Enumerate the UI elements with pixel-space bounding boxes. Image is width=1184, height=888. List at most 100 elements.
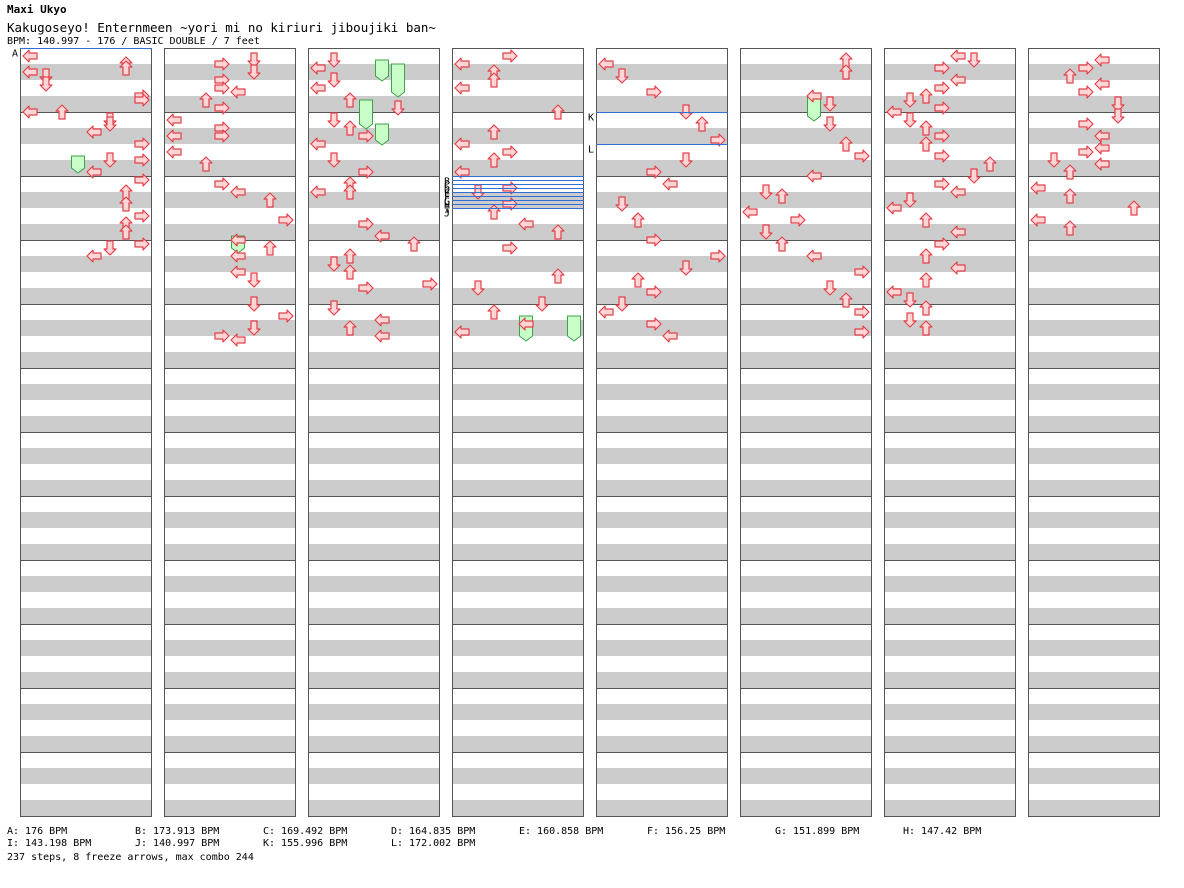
bpm-note-g: G: 151.899 BPM — [775, 826, 860, 837]
stripe-row — [1028, 480, 1160, 496]
step-arrow-r — [646, 285, 662, 299]
chart-column — [1028, 48, 1160, 817]
stripe-row — [308, 256, 440, 272]
step-arrow-u — [919, 272, 933, 288]
step-arrow-d — [327, 256, 341, 272]
freeze-arrow — [807, 95, 821, 122]
stripe-row — [740, 128, 872, 144]
stripe-row — [884, 416, 1016, 432]
step-arrow-l — [22, 49, 38, 63]
step-arrow-d — [327, 152, 341, 168]
step-arrow-d — [967, 168, 981, 184]
stripe-row — [20, 640, 152, 656]
step-arrow-u — [775, 188, 789, 204]
step-arrow-l — [454, 325, 470, 339]
step-arrow-r — [854, 149, 870, 163]
step-arrow-l — [454, 137, 470, 151]
stripe-row — [740, 480, 872, 496]
stripe-row — [452, 512, 584, 528]
step-arrow-r — [214, 329, 230, 343]
stripe-row — [740, 576, 872, 592]
step-arrow-r — [214, 101, 230, 115]
step-arrow-u — [1127, 200, 1141, 216]
step-arrow-u — [487, 304, 501, 320]
step-arrow-d — [247, 320, 261, 336]
stripe-row — [308, 416, 440, 432]
stripe-row — [452, 768, 584, 784]
freeze-arrow — [519, 315, 533, 342]
step-arrow-r — [1078, 145, 1094, 159]
bpm-change-label: K — [588, 113, 594, 124]
freeze-arrow — [71, 155, 85, 174]
step-arrow-l — [230, 233, 246, 247]
stripe-row — [740, 672, 872, 688]
step-arrow-l — [1094, 141, 1110, 155]
stripe-row — [20, 736, 152, 752]
step-arrow-u — [919, 300, 933, 316]
step-arrow-l — [374, 313, 390, 327]
stripe-row — [452, 256, 584, 272]
step-arrow-l — [454, 81, 470, 95]
stripe-row — [740, 544, 872, 560]
step-arrow-u — [919, 88, 933, 104]
stripe-row — [884, 576, 1016, 592]
stripe-row — [452, 800, 584, 816]
stripe-row — [1028, 128, 1160, 144]
stripe-row — [1028, 96, 1160, 112]
stripe-row — [1028, 64, 1160, 80]
stripe-row — [308, 64, 440, 80]
step-arrow-u — [695, 116, 709, 132]
stripe-row — [164, 160, 296, 176]
stripe-row — [20, 704, 152, 720]
chart-column — [164, 48, 296, 817]
step-arrow-r — [422, 277, 438, 291]
stripe-row — [164, 704, 296, 720]
stripe-row — [308, 96, 440, 112]
chart-column — [452, 48, 584, 817]
step-arrow-l — [230, 185, 246, 199]
step-arrow-r — [134, 209, 150, 223]
bpm-change-label: D — [444, 185, 450, 196]
step-arrow-u — [919, 248, 933, 264]
stripe-row — [884, 64, 1016, 80]
stripe-row — [884, 608, 1016, 624]
step-arrow-l — [950, 261, 966, 275]
step-arrow-r — [646, 85, 662, 99]
step-arrow-u — [343, 320, 357, 336]
step-arrow-d — [103, 116, 117, 132]
step-arrow-u — [919, 136, 933, 152]
step-arrow-l — [598, 57, 614, 71]
stripe-row — [884, 96, 1016, 112]
stripe-row — [164, 480, 296, 496]
step-arrow-d — [103, 240, 117, 256]
stripe-row — [20, 608, 152, 624]
stripe-row — [596, 96, 728, 112]
step-arrow-r — [1078, 117, 1094, 131]
step-arrow-u — [119, 60, 133, 76]
stripe-row — [740, 288, 872, 304]
step-arrow-u — [119, 196, 133, 212]
stripe-row — [1028, 576, 1160, 592]
stripe-row — [884, 800, 1016, 816]
stripe-row — [740, 256, 872, 272]
step-arrow-l — [742, 205, 758, 219]
step-arrow-r — [134, 237, 150, 251]
chart-column — [884, 48, 1016, 817]
bpm-note-c: C: 169.492 BPM — [263, 826, 348, 837]
bpm-change-label: E — [444, 189, 450, 200]
chart-meta: BPM: 140.997 - 176 / BASIC DOUBLE / 7 fe… — [7, 36, 260, 47]
stripe-row — [596, 672, 728, 688]
stripe-row — [164, 736, 296, 752]
step-arrow-d — [1047, 152, 1061, 168]
stripe-row — [596, 800, 728, 816]
chart-column — [596, 48, 728, 817]
stripe-row — [20, 480, 152, 496]
freeze-arrow — [359, 99, 373, 130]
step-arrow-u — [343, 264, 357, 280]
stripe-row — [740, 448, 872, 464]
stripe-row — [452, 64, 584, 80]
step-arrow-d — [679, 260, 693, 276]
song-title: Kakugoseyo! Enternmeen ~yori mi no kiriu… — [7, 20, 436, 35]
bpm-change-label: H — [444, 201, 450, 212]
stripe-row — [164, 800, 296, 816]
